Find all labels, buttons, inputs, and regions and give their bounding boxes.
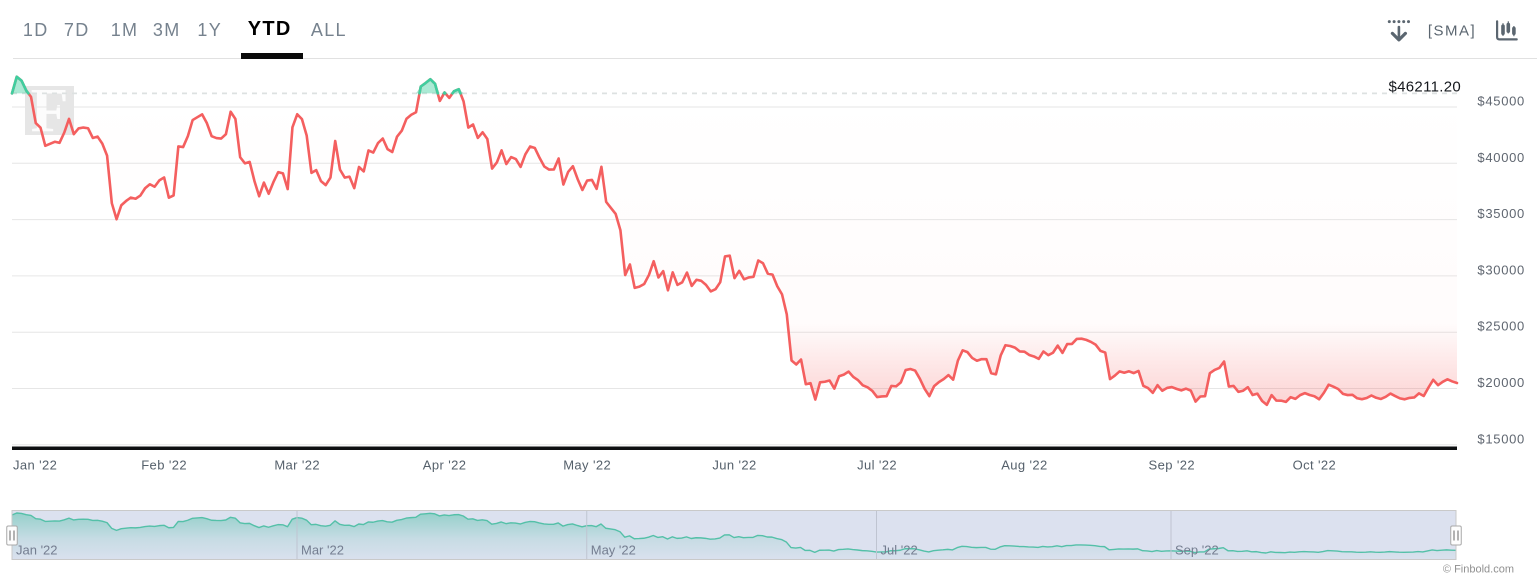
svg-text:$45000: $45000 (1477, 94, 1525, 109)
svg-text:$46211.20: $46211.20 (1389, 79, 1462, 96)
svg-text:$15000: $15000 (1477, 431, 1525, 446)
svg-text:May '22: May '22 (591, 543, 636, 558)
svg-text:$40000: $40000 (1477, 150, 1525, 165)
svg-text:[SMA]: [SMA] (1428, 23, 1476, 40)
svg-text:Oct '22: Oct '22 (1293, 458, 1337, 473)
svg-text:$35000: $35000 (1477, 206, 1525, 221)
svg-text:Sep '22: Sep '22 (1149, 458, 1196, 473)
svg-text:Feb '22: Feb '22 (141, 458, 187, 473)
svg-text:Jul '22: Jul '22 (881, 543, 918, 558)
svg-text:Jan '22: Jan '22 (13, 458, 57, 473)
svg-text:Jun '22: Jun '22 (712, 458, 756, 473)
svg-text:Aug '22: Aug '22 (1001, 458, 1048, 473)
svg-text:$20000: $20000 (1477, 375, 1525, 390)
svg-text:Jan '22: Jan '22 (16, 543, 58, 558)
svg-text:Sep '22: Sep '22 (1175, 543, 1219, 558)
svg-text:Mar '22: Mar '22 (301, 543, 344, 558)
svg-text:$25000: $25000 (1477, 319, 1525, 334)
svg-text:May '22: May '22 (563, 458, 611, 473)
svg-text:© Finbold.com: © Finbold.com (1443, 564, 1514, 576)
svg-text:Jul '22: Jul '22 (857, 458, 897, 473)
svg-text:Mar '22: Mar '22 (274, 458, 320, 473)
svg-text:$30000: $30000 (1477, 262, 1525, 277)
svg-text:Apr '22: Apr '22 (423, 458, 467, 473)
